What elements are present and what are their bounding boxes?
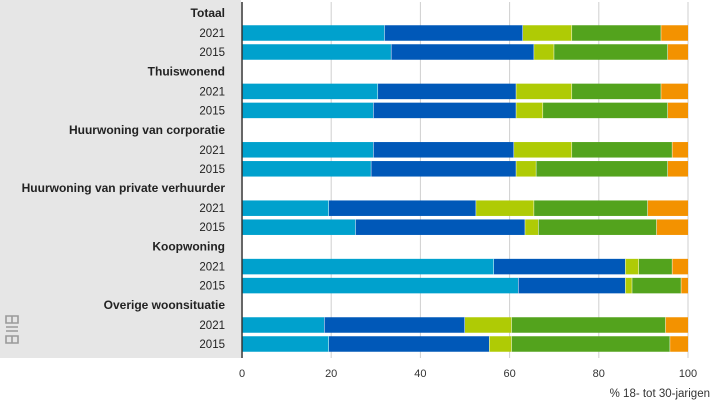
bar-segment-green <box>638 258 673 275</box>
bar-segment-orange <box>672 258 688 275</box>
bar-segment-orange <box>667 44 688 60</box>
bar-segment-blue-light <box>242 219 356 235</box>
year-label: 2021 <box>199 145 225 157</box>
x-tick-label: 40 <box>414 368 426 380</box>
bar-segment-yellow-green <box>516 102 544 119</box>
bar-segment-orange <box>661 83 688 100</box>
bar-segment-orange <box>656 219 688 235</box>
bar-segment-orange <box>670 336 688 352</box>
year-label: 2015 <box>199 105 225 117</box>
x-axis-title: % 18- tot 30-jarigen <box>610 388 710 400</box>
bar-segment-blue-dark <box>378 83 517 100</box>
bar-segment-yellow-green <box>465 317 512 333</box>
group-label: Overige woonsituatie <box>104 298 226 312</box>
group-label: Huurwoning van corporatie <box>69 123 225 137</box>
x-tick-label: 60 <box>503 368 515 380</box>
bar-segment-blue-light <box>242 317 325 333</box>
label-panel <box>0 0 241 358</box>
bar-segment-blue-light <box>242 277 519 294</box>
bar-segment-blue-light <box>242 102 374 119</box>
bar-segment-green <box>534 200 648 216</box>
bar-segment-orange <box>665 317 688 333</box>
group-label: Koopwoning <box>152 240 225 254</box>
x-tick-label: 100 <box>679 368 697 380</box>
bar-segment-blue-light <box>242 161 372 177</box>
bar-segment-green <box>543 102 668 119</box>
category-labels: Totaal 2021 2015 Thuiswonend 2021 2015 Huurwon… <box>22 6 226 351</box>
bars <box>242 25 688 352</box>
bar-segment-orange <box>647 200 688 216</box>
x-tick-label: 20 <box>325 368 337 380</box>
group-label: Thuiswonend <box>148 64 225 78</box>
bar-segment-blue-dark <box>373 142 515 158</box>
bar-segment-yellow-green <box>489 336 512 352</box>
bar-segment-blue-light <box>242 336 329 352</box>
bar-segment-blue-dark <box>371 161 517 177</box>
bar-segment-yellow-green <box>625 258 639 275</box>
x-tick-label: 80 <box>593 368 605 380</box>
bar-segment-yellow-green <box>625 277 633 294</box>
bar-segment-yellow-green <box>522 25 573 41</box>
bar-segment-blue-dark <box>324 317 465 333</box>
gridlines <box>330 2 689 358</box>
year-label: 2021 <box>199 86 225 98</box>
bar-segment-orange <box>672 142 688 158</box>
bar-segment-green <box>572 25 662 41</box>
bar-segment-green <box>511 317 666 333</box>
year-label: 2015 <box>199 47 225 59</box>
bar-segment-blue-dark <box>493 258 626 275</box>
year-label: 2021 <box>199 203 225 215</box>
bar-segment-blue-dark <box>384 25 523 41</box>
year-label: 2015 <box>199 281 225 293</box>
bar-segment-orange <box>667 102 688 119</box>
bar-segment-green <box>538 219 657 235</box>
year-label: 2021 <box>199 28 225 40</box>
bar-segment-green <box>554 44 668 60</box>
bar-segment-green <box>632 277 682 294</box>
bar-segment-blue-dark <box>373 102 517 119</box>
bar-segment-green <box>572 142 673 158</box>
bar-segment-blue-light <box>242 83 379 100</box>
bar-segment-blue-light <box>242 44 392 60</box>
bar-segment-blue-light <box>242 200 329 216</box>
bar-segment-blue-dark <box>328 336 490 352</box>
year-label: 2021 <box>199 262 225 274</box>
bar-segment-blue-light <box>242 258 494 275</box>
bar-segment-green <box>572 83 662 100</box>
bar-segment-orange <box>661 25 688 41</box>
group-label: Huurwoning van private verhuurder <box>22 181 226 195</box>
bar-segment-yellow-green <box>514 142 573 158</box>
bar-segment-green <box>536 161 668 177</box>
bar-segment-blue-dark <box>355 219 526 235</box>
x-axis-ticks: 0 20 40 60 80 100 <box>239 368 697 380</box>
year-label: 2015 <box>199 164 225 176</box>
bar-segment-orange <box>681 277 688 294</box>
year-label: 2015 <box>199 222 225 234</box>
bar-segment-blue-light <box>242 25 385 41</box>
bar-segment-blue-dark <box>391 44 535 60</box>
bar-segment-yellow-green <box>476 200 535 216</box>
bar-segment-blue-light <box>242 142 374 158</box>
bar-segment-green <box>511 336 671 352</box>
group-label: Totaal <box>191 6 225 20</box>
year-label: 2021 <box>199 320 225 332</box>
cbs-logo-icon <box>5 315 19 344</box>
year-label: 2015 <box>199 339 225 351</box>
x-tick-label: 0 <box>239 368 245 380</box>
bar-segment-blue-dark <box>328 200 477 216</box>
bar-segment-yellow-green <box>534 44 555 60</box>
bar-segment-orange <box>667 161 688 177</box>
bar-segment-yellow-green <box>525 219 539 235</box>
bar-segment-yellow-green <box>516 161 537 177</box>
bar-segment-yellow-green <box>516 83 573 100</box>
bar-segment-blue-dark <box>518 277 626 294</box>
